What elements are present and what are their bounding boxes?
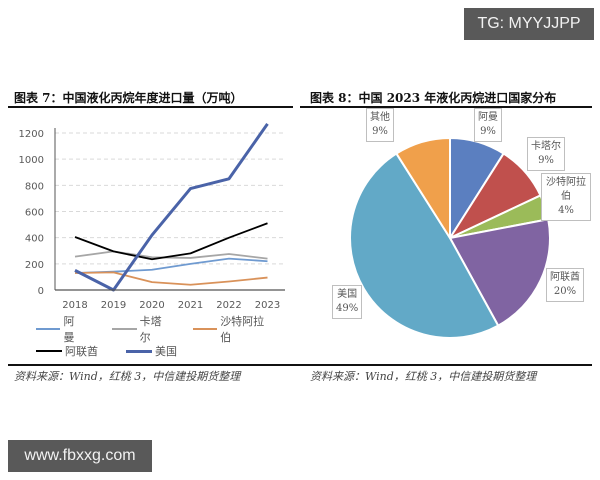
legend-swatch <box>192 328 218 330</box>
line-chart-title: 图表 7：中国液化丙烷年度进口量（万吨） <box>14 91 243 105</box>
pie-label-other: 其他 9% <box>366 108 394 142</box>
series-line <box>74 250 268 260</box>
x-tick-label: 2022 <box>216 300 241 310</box>
series-line <box>74 257 268 274</box>
title-divider-left <box>8 106 293 108</box>
y-tick-label: 1000 <box>19 155 44 166</box>
y-axis-ticks: 0 200 400 600 800 1000 1200 <box>19 129 44 297</box>
title-divider-right <box>300 106 592 108</box>
x-tick-label: 2021 <box>178 300 203 310</box>
x-axis-ticks: 2018 2019 2020 2021 2022 2023 <box>62 300 280 310</box>
pie-slices <box>349 136 551 339</box>
legend-item-qatar: 卡塔尔 <box>112 313 171 345</box>
legend-item-usa: 美国 <box>126 343 177 359</box>
x-tick-label: 2018 <box>62 300 87 310</box>
source-note-left: 资料来源：Wind，红桃 3，中信建投期货整理 <box>14 370 241 383</box>
y-tick-label: 400 <box>25 234 44 245</box>
pie-label-saudi: 沙特阿拉伯 4% <box>541 173 591 221</box>
series-line <box>74 122 269 292</box>
pie-label-uae: 阿联酋 20% <box>546 268 584 302</box>
y-tick-label: 0 <box>38 286 44 297</box>
x-tick-label: 2023 <box>255 300 280 310</box>
grid-lines <box>55 132 285 265</box>
legend-item-saudi: 沙特阿拉伯 <box>192 313 272 345</box>
y-tick-label: 800 <box>25 181 44 192</box>
legend-item-uae: 阿联酋 <box>36 343 98 359</box>
y-tick-label: 600 <box>25 208 44 219</box>
pie-label-oman: 阿曼 9% <box>474 108 502 142</box>
pie-chart-title: 图表 8：中国 2023 年液化丙烷进口国家分布 <box>310 91 557 105</box>
x-tick-label: 2019 <box>101 300 126 310</box>
legend-item-oman: 阿曼 <box>36 313 84 345</box>
legend-swatch <box>112 328 137 330</box>
y-tick-label: 1200 <box>19 129 44 140</box>
pie-slice <box>349 152 500 339</box>
y-tick-label: 200 <box>25 260 44 271</box>
series-line <box>74 271 268 286</box>
watermark-telegram: TG: MYYJJPP <box>464 8 594 40</box>
pie-label-qatar: 卡塔尔 9% <box>527 137 565 171</box>
footer-divider <box>8 364 592 366</box>
pie-slice <box>448 218 551 327</box>
x-tick-label: 2020 <box>139 300 164 310</box>
source-note-right: 资料来源：Wind，红桃 3，中信建投期货整理 <box>310 370 537 383</box>
pie-label-usa: 美国 49% <box>332 285 363 319</box>
legend-swatch <box>126 349 152 353</box>
series-line <box>74 222 268 261</box>
legend-swatch <box>36 328 61 330</box>
pie-slice <box>395 136 451 242</box>
line-chart-legend: 阿曼 卡塔尔 沙特阿拉伯 阿联酋 美国 <box>36 315 286 362</box>
legend-swatch <box>36 350 62 352</box>
line-series <box>74 122 269 292</box>
watermark-website: www.fbxxg.com <box>8 440 152 472</box>
